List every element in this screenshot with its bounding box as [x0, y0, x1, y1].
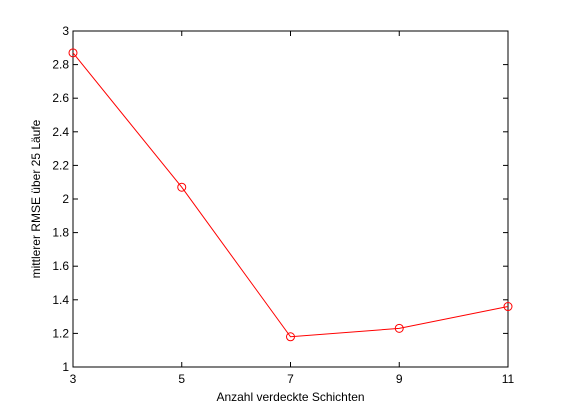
data-point-marker: [503, 302, 513, 312]
data-point-marker: [177, 182, 187, 192]
x-axis-label: Anzahl verdeckte Schichten: [216, 390, 364, 404]
y-tick-label: 2: [62, 192, 69, 206]
y-axis: 1 1.2 1.4 1.6 1.8 2 2.2 2.4 2.6 2.8 3: [52, 24, 508, 374]
x-tick-label: 5: [178, 372, 185, 386]
x-tick-label: 9: [396, 372, 403, 386]
y-tick-label: 3: [62, 24, 69, 38]
series-line: [72, 52, 509, 338]
y-tick-label: 2.6: [52, 91, 69, 105]
data-point-marker: [286, 332, 295, 342]
x-tick-label: 11: [502, 372, 515, 386]
plot-area: [72, 30, 509, 368]
y-tick-label: 2.8: [52, 58, 69, 72]
y-axis-label: mittlerer RMSE über 25 Läufe: [29, 119, 43, 278]
y-tick-label: 1.8: [52, 226, 69, 240]
x-tick-label: 3: [70, 372, 77, 386]
data-point-marker: [68, 48, 78, 58]
y-tick-label: 2.4: [52, 125, 69, 139]
y-tick-label: 1: [62, 360, 69, 374]
y-tick-label: 1.6: [52, 259, 69, 273]
y-tick-label: 1.4: [52, 293, 69, 307]
series-layer: [68, 48, 513, 342]
y-tick-label: 1.2: [52, 326, 69, 340]
y-tick-label: 2.2: [52, 158, 69, 172]
x-axis: 3 5 7 9 11: [70, 31, 515, 386]
x-tick-label: 7: [287, 372, 294, 386]
data-point-marker: [394, 323, 404, 333]
